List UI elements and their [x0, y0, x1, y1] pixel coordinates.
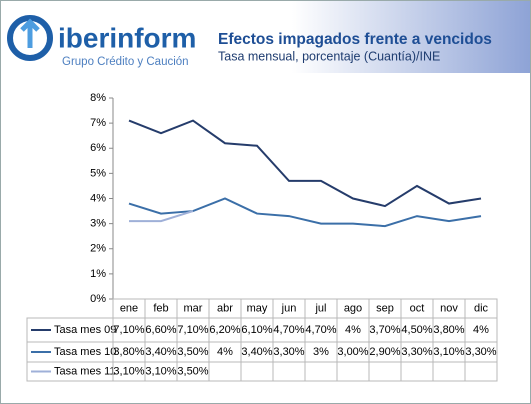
header-band — [1, 1, 530, 73]
data-label: 4% — [345, 324, 361, 336]
y-tick-label: 3% — [90, 218, 106, 230]
x-tick-label: sep — [376, 302, 394, 314]
y-tick-label: 0% — [90, 293, 106, 305]
data-label: 3,10% — [145, 365, 176, 377]
data-label: 4% — [473, 324, 489, 336]
x-tick-label: may — [247, 302, 268, 314]
series-line — [128, 197, 482, 228]
data-label: 3,70% — [369, 324, 400, 336]
data-label: 4,50% — [401, 324, 432, 336]
data-label: 3,30% — [401, 346, 432, 358]
y-tick-label: 1% — [90, 268, 106, 280]
y-tick-label: 2% — [90, 243, 106, 255]
data-label: 7,10% — [113, 324, 144, 336]
data-label: 3,80% — [113, 346, 144, 358]
data-label: 3,40% — [241, 346, 272, 358]
data-label: 3% — [313, 346, 329, 358]
y-tick-label: 4% — [90, 192, 106, 204]
y-tick-label: 5% — [90, 167, 106, 179]
brand: iberinform — [58, 22, 196, 53]
subtitle: Tasa mensual, porcentaje (Cuantía)/INE — [218, 49, 440, 63]
data-label: 3,00% — [337, 346, 368, 358]
data-label: 3,10% — [433, 346, 464, 358]
x-tick-label: mar — [184, 302, 203, 314]
y-tick-label: 7% — [90, 117, 106, 129]
data-label: 3,40% — [145, 346, 176, 358]
series-line — [129, 210, 194, 223]
data-label: 4,70% — [273, 324, 304, 336]
data-label: 2,90% — [369, 346, 400, 358]
x-tick-label: jul — [314, 302, 326, 314]
data-label: 3,80% — [433, 324, 464, 336]
x-tick-label: dic — [474, 302, 489, 314]
data-label: 4,70% — [305, 324, 336, 336]
y-tick-label: 6% — [90, 142, 106, 154]
legend-label: Tasa mes 11 — [54, 365, 116, 377]
data-label: 3,50% — [177, 365, 208, 377]
data-label: 6,10% — [241, 324, 272, 336]
data-label: 7,10% — [177, 324, 208, 336]
legend-label: Tasa mes 10 — [54, 346, 116, 358]
x-tick-label: nov — [440, 302, 458, 314]
data-label: 3,50% — [177, 346, 208, 358]
x-tick-label: ene — [120, 302, 138, 314]
x-tick-label: ago — [344, 302, 362, 314]
data-label: 3,10% — [113, 365, 144, 377]
tagline: Grupo Crédito y Caución — [62, 56, 189, 68]
x-tick-label: feb — [153, 302, 168, 314]
y-tick-label: 8% — [90, 92, 106, 104]
data-label: 3,30% — [465, 346, 496, 358]
table-cell — [464, 361, 498, 382]
data-label: 6,60% — [145, 324, 176, 336]
x-tick-label: oct — [410, 302, 425, 314]
series-line — [128, 119, 482, 208]
data-label: 3,30% — [273, 346, 304, 358]
data-label: 6,20% — [209, 324, 240, 336]
logo-icon — [7, 15, 53, 61]
legend-label: Tasa mes 09 — [54, 324, 116, 336]
x-tick-label: abr — [217, 302, 233, 314]
title: Efectos impagados frente a vencidos — [218, 31, 492, 48]
x-tick-label: jun — [281, 302, 297, 314]
data-label: 4% — [217, 346, 233, 358]
